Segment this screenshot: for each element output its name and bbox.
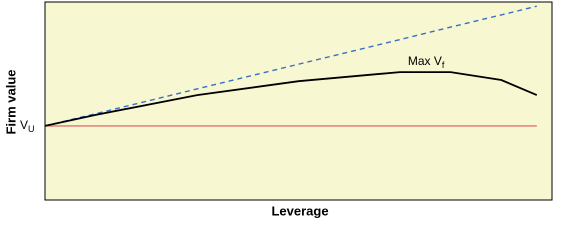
annotation-sub: U (28, 124, 35, 134)
annotation-sub: f (442, 60, 445, 70)
annotation-text: Max V (408, 54, 442, 68)
y-axis-title: Firm value (3, 69, 18, 134)
annotation: VU (20, 118, 35, 134)
annotation: Max Vf (408, 54, 445, 70)
line (44, 5, 537, 127)
x-axis-title: Leverage (271, 203, 328, 218)
plot-area (44, 1, 553, 201)
line (44, 71, 538, 127)
annotation-text: V (20, 118, 28, 132)
chart: Firm value Leverage VU Max Vf (3, 1, 553, 218)
